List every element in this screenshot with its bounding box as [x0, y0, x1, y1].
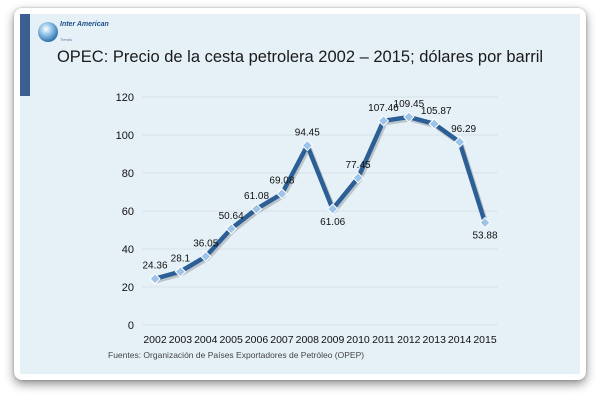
x-tick-label: 2002 [143, 334, 167, 346]
data-point [200, 250, 212, 263]
x-tick-label: 2003 [169, 334, 193, 346]
data-label: 77.45 [346, 160, 371, 171]
data-point [250, 203, 263, 215]
accent-bar [20, 14, 30, 96]
data-point [479, 216, 491, 229]
data-label: 69.08 [269, 176, 294, 187]
data-point [276, 188, 288, 200]
data-label: 94.45 [295, 128, 320, 139]
logo-name: Inter American [60, 21, 109, 28]
y-tick-label: 20 [122, 282, 134, 294]
data-label: 107.46 [368, 103, 399, 114]
y-tick-label: 120 [116, 92, 134, 104]
data-label: 61.06 [320, 217, 345, 228]
chart-panel [20, 14, 580, 374]
data-point [326, 203, 339, 215]
x-tick-label: 2012 [397, 334, 421, 346]
data-point [301, 139, 314, 152]
data-point [149, 273, 161, 285]
data-point [377, 115, 390, 127]
chart-title: OPEC: Precio de la cesta petrolera 2002 … [56, 48, 544, 66]
data-label: 61.08 [244, 191, 269, 202]
x-tick-label: 2014 [448, 334, 472, 346]
y-tick-label: 60 [122, 206, 134, 218]
data-point [225, 223, 237, 235]
globe-icon [38, 22, 58, 42]
data-point [453, 136, 466, 148]
x-tick-label: 2009 [321, 334, 345, 346]
x-tick-label: 2013 [423, 334, 447, 346]
logo-subtext: Trends [60, 37, 73, 42]
x-tick-label: 2004 [194, 334, 218, 346]
data-point [403, 111, 415, 123]
x-tick-label: 2005 [219, 334, 243, 346]
y-tick-label: 100 [116, 130, 134, 142]
x-tick-label: 2008 [296, 334, 320, 346]
data-label: 36.05 [193, 239, 218, 250]
data-label: 109.45 [394, 99, 425, 110]
data-point [352, 172, 364, 184]
x-tick-label: 2015 [473, 334, 497, 346]
data-label: 105.87 [421, 106, 452, 117]
y-tick-label: 80 [122, 168, 134, 180]
data-point [174, 265, 187, 278]
y-tick-label: 40 [122, 244, 134, 256]
y-tick-label: 0 [128, 320, 134, 332]
data-point [428, 118, 440, 130]
x-tick-label: 2007 [270, 334, 294, 346]
source-note: Fuentes: Organización de Países Exportad… [108, 350, 365, 360]
x-tick-label: 2006 [245, 334, 269, 346]
data-label: 96.29 [451, 124, 476, 135]
x-tick-label: 2011 [372, 334, 395, 346]
data-label: 53.88 [472, 231, 497, 242]
x-tick-label: 2010 [346, 334, 370, 346]
data-label: 24.36 [142, 261, 167, 272]
inter-american-logo: Inter American Trends [38, 20, 118, 46]
data-label: 50.64 [219, 211, 244, 222]
data-label: 28.1 [171, 254, 191, 265]
